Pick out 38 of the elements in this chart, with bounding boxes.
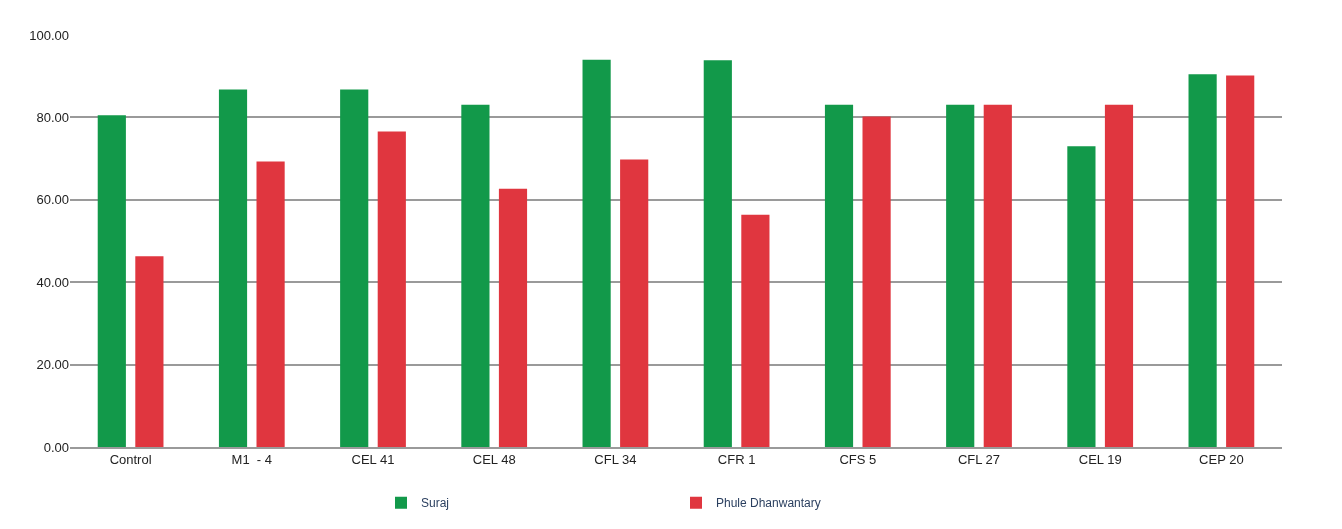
y-tick-label: 100.00 xyxy=(29,27,69,43)
bar xyxy=(1188,74,1217,447)
x-tick-label: CFL 34 xyxy=(594,452,637,468)
y-tick-label: 20.00 xyxy=(36,357,69,373)
bar xyxy=(498,188,528,447)
y-tick-label: 40.00 xyxy=(36,274,69,290)
bar xyxy=(1067,146,1096,447)
bar xyxy=(1104,104,1134,447)
y-tick-label: 80.00 xyxy=(36,109,69,125)
x-tick-label: Control xyxy=(109,452,152,468)
bar xyxy=(582,59,611,447)
bar xyxy=(135,256,164,447)
bar xyxy=(620,159,649,447)
bar xyxy=(703,60,732,447)
bar xyxy=(461,104,490,447)
bar xyxy=(983,104,1012,447)
x-tick-label: CFL 27 xyxy=(957,452,1001,468)
bar xyxy=(97,115,126,447)
bar xyxy=(741,214,770,447)
bar xyxy=(946,104,975,447)
x-tick-label: CEL 19 xyxy=(1078,452,1122,468)
x-tick-label: CFS 5 xyxy=(839,452,877,468)
bar xyxy=(340,89,369,447)
legend-label: Phule Dhanwantary xyxy=(716,496,821,511)
y-tick-label: 0.00 xyxy=(43,439,69,455)
x-tick-label: CEL 48 xyxy=(472,452,516,468)
bar xyxy=(824,104,854,447)
y-tick-label: 60.00 xyxy=(36,192,69,208)
x-tick-label: CFR 1 xyxy=(717,452,756,468)
x-tick-label: M1 - 4 xyxy=(231,452,273,468)
legend-label: Suraj xyxy=(421,496,450,511)
bar xyxy=(256,161,285,447)
bar xyxy=(377,131,406,447)
bar xyxy=(1226,75,1255,447)
x-tick-label: CEL 41 xyxy=(351,452,395,468)
x-tick-label: CEP 20 xyxy=(1199,452,1244,468)
bar xyxy=(218,89,248,447)
bar xyxy=(862,116,891,447)
